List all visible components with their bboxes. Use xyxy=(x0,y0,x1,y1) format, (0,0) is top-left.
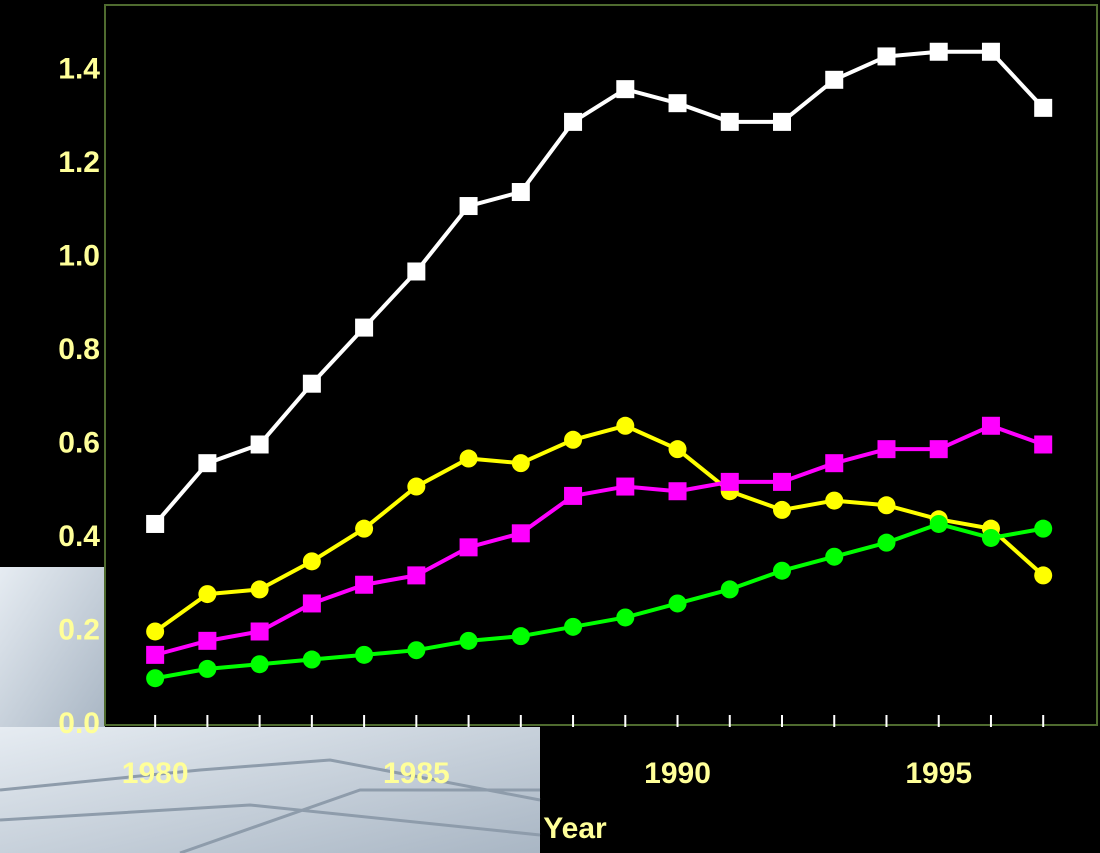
square-marker xyxy=(981,416,1000,435)
circle-marker xyxy=(407,477,426,496)
square-marker xyxy=(146,645,165,664)
circle-marker xyxy=(146,669,165,688)
series-line xyxy=(153,423,1045,634)
square-marker xyxy=(250,622,269,641)
x-tick-label: 1980 xyxy=(122,757,189,790)
square-marker xyxy=(616,477,635,496)
square-marker xyxy=(877,440,896,459)
square-marker xyxy=(720,472,739,491)
square-marker xyxy=(511,524,530,543)
circle-marker xyxy=(302,650,321,669)
square-marker xyxy=(616,80,635,99)
circle-marker xyxy=(250,655,269,674)
circle-marker xyxy=(564,430,583,449)
square-marker xyxy=(459,538,478,557)
square-marker xyxy=(511,183,530,202)
square-marker xyxy=(407,262,426,281)
circle-marker xyxy=(668,594,687,613)
circle-marker xyxy=(773,561,792,580)
circle-marker xyxy=(877,533,896,552)
square-marker xyxy=(407,566,426,585)
square-marker xyxy=(720,112,739,131)
square-marker xyxy=(1034,98,1053,117)
x-tick-label: 1990 xyxy=(644,757,711,790)
circle-marker xyxy=(981,528,1000,547)
circle-marker xyxy=(720,580,739,599)
circle-marker xyxy=(198,585,217,604)
square-marker xyxy=(198,454,217,473)
y-tick-label: 1.0 xyxy=(58,239,100,272)
circle-marker xyxy=(564,617,583,636)
circle-marker xyxy=(355,519,374,538)
circle-marker xyxy=(929,514,948,533)
square-marker xyxy=(1034,435,1053,454)
square-marker xyxy=(773,472,792,491)
square-marker xyxy=(929,440,948,459)
x-axis-label: Year xyxy=(543,812,607,845)
circle-marker xyxy=(407,641,426,660)
square-marker xyxy=(564,112,583,131)
x-tick-label: 1995 xyxy=(905,757,972,790)
square-marker xyxy=(302,374,321,393)
circle-marker xyxy=(616,416,635,435)
x-tick-label: 1985 xyxy=(383,757,450,790)
square-marker xyxy=(355,318,374,337)
plot-frame xyxy=(104,4,1098,726)
y-tick-label: 0.6 xyxy=(58,426,100,459)
circle-marker xyxy=(302,552,321,571)
square-marker xyxy=(877,47,896,66)
circle-marker xyxy=(668,440,687,459)
background-image xyxy=(0,567,541,853)
circle-marker xyxy=(1034,519,1053,538)
y-tick-label: 0.2 xyxy=(58,613,100,646)
circle-marker xyxy=(355,645,374,664)
circle-marker xyxy=(511,627,530,646)
square-marker xyxy=(668,94,687,113)
square-marker xyxy=(459,197,478,216)
square-marker xyxy=(250,435,269,454)
circle-marker xyxy=(825,547,844,566)
circle-marker xyxy=(825,491,844,510)
square-marker xyxy=(825,454,844,473)
square-marker xyxy=(773,112,792,131)
y-tick-label: 0.4 xyxy=(58,520,100,553)
circle-marker xyxy=(773,500,792,519)
y-tick-label: 1.2 xyxy=(58,146,100,179)
circle-marker xyxy=(511,454,530,473)
circle-marker xyxy=(198,659,217,678)
y-tick-label: 0.8 xyxy=(58,333,100,366)
square-marker xyxy=(198,631,217,650)
circle-marker xyxy=(250,580,269,599)
square-marker xyxy=(146,514,165,533)
square-marker xyxy=(564,486,583,505)
circle-marker xyxy=(1034,566,1053,585)
square-marker xyxy=(302,594,321,613)
y-tick-label: 0.0 xyxy=(58,707,100,740)
square-marker xyxy=(668,482,687,501)
circle-marker xyxy=(459,631,478,650)
square-marker xyxy=(355,575,374,594)
circle-marker xyxy=(877,496,896,515)
circle-marker xyxy=(146,622,165,641)
square-marker xyxy=(981,42,1000,61)
y-tick-label: 1.4 xyxy=(58,52,100,85)
circle-marker xyxy=(616,608,635,627)
square-marker xyxy=(825,70,844,89)
square-marker xyxy=(929,42,948,61)
circle-marker xyxy=(459,449,478,468)
